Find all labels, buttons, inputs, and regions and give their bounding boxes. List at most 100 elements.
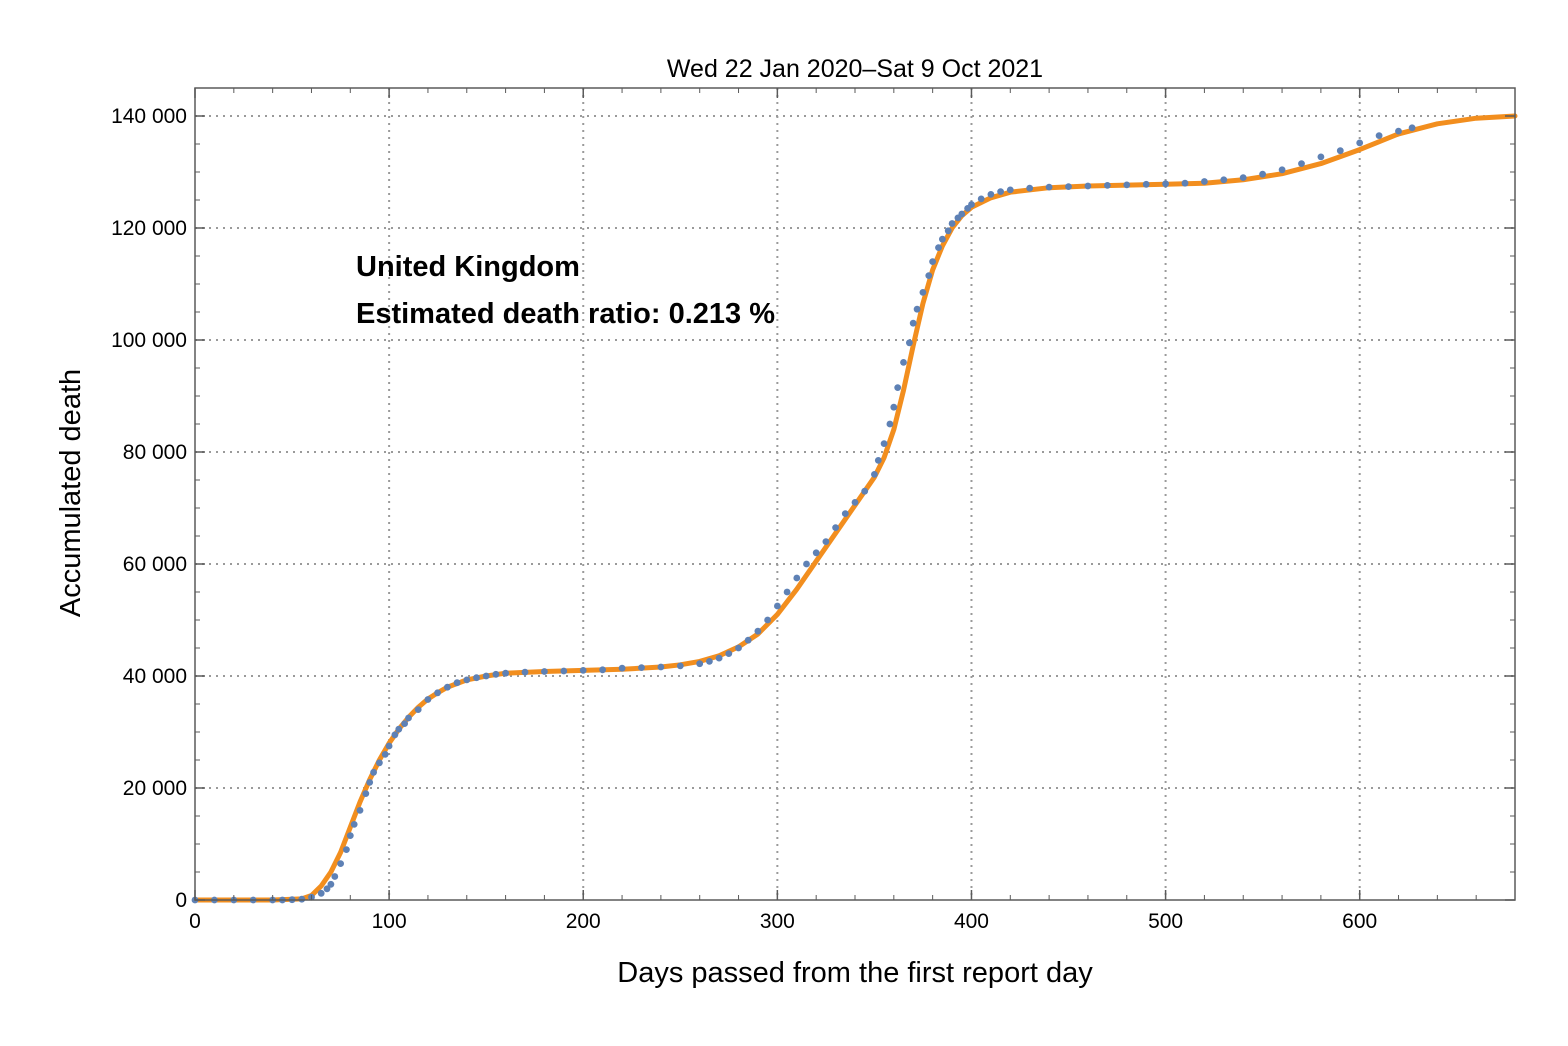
data-point <box>715 654 723 662</box>
data-point <box>1395 127 1402 135</box>
data-point <box>803 560 810 568</box>
data-point <box>935 244 942 252</box>
y-tick-label: 120 000 <box>111 217 187 240</box>
data-point <box>894 384 902 391</box>
data-point <box>725 650 733 657</box>
data-point <box>1181 179 1189 187</box>
data-point <box>337 860 344 867</box>
data-point <box>327 880 335 888</box>
data-point <box>676 662 684 670</box>
data-point <box>366 779 374 786</box>
y-tick-label: 20 000 <box>123 777 187 800</box>
data-point <box>395 725 403 733</box>
annotation-country: United Kingdom <box>356 251 580 283</box>
data-point <box>350 821 358 828</box>
data-point <box>1317 153 1325 161</box>
data-point <box>298 895 306 903</box>
data-point <box>1278 166 1286 174</box>
data-point <box>317 889 325 897</box>
data-point <box>444 683 451 691</box>
data-point <box>958 210 966 218</box>
data-point <box>401 720 408 727</box>
y-tick-label: 100 000 <box>111 329 187 352</box>
data-point <box>1239 174 1247 182</box>
data-point <box>376 759 383 767</box>
data-point <box>414 706 422 713</box>
data-point <box>599 666 606 674</box>
data-point <box>405 714 412 722</box>
plot-series <box>191 113 1518 904</box>
annotation-death-ratio: Estimated death ratio: 0.213 % <box>356 298 775 330</box>
data-point <box>735 644 742 652</box>
data-point <box>744 636 752 644</box>
data-point <box>909 319 917 327</box>
data-point <box>793 574 801 582</box>
x-tick-label: 200 <box>566 910 601 933</box>
data-point <box>948 220 956 227</box>
data-point <box>1084 182 1092 190</box>
data-point <box>1375 132 1383 140</box>
y-tick-label: 140 000 <box>111 105 187 128</box>
data-point <box>482 672 490 680</box>
data-point <box>886 420 894 428</box>
data-point <box>913 305 921 313</box>
data-point <box>1201 178 1208 185</box>
data-point <box>1336 147 1344 155</box>
data-point <box>706 658 713 665</box>
data-point <box>929 258 936 265</box>
data-point <box>381 751 389 758</box>
grid <box>195 88 1515 900</box>
data-point <box>900 359 907 366</box>
data-point <box>370 768 377 776</box>
data-point <box>1006 186 1014 194</box>
chart-title: Wed 22 Jan 2020–Sat 9 Oct 2021 <box>667 55 1043 83</box>
data-point <box>880 440 888 447</box>
data-point <box>1259 170 1266 178</box>
data-point <box>424 696 432 703</box>
data-point <box>754 627 762 635</box>
data-point <box>618 664 626 672</box>
data-point <box>906 339 913 347</box>
data-point <box>323 885 331 893</box>
y-axis-title: Accumulated death <box>55 369 87 617</box>
x-tick-label: 500 <box>1148 910 1183 933</box>
data-point <box>521 668 529 676</box>
y-tick-label: 60 000 <box>123 553 187 576</box>
data-point <box>1123 181 1131 189</box>
data-point <box>391 731 399 739</box>
data-point <box>638 664 645 671</box>
data-point <box>492 670 500 678</box>
data-point <box>434 689 441 697</box>
x-tick-label: 100 <box>372 910 407 933</box>
data-point <box>1026 184 1034 192</box>
data-point <box>851 499 859 506</box>
data-point <box>346 832 354 839</box>
data-point <box>774 602 781 610</box>
data-point <box>874 457 882 464</box>
y-tick-label: 80 000 <box>123 441 187 464</box>
data-point <box>453 679 461 687</box>
data-point <box>939 235 946 243</box>
axis-ticks <box>194 88 1515 901</box>
data-point <box>822 538 830 545</box>
data-point <box>841 510 849 517</box>
data-point <box>502 669 509 677</box>
y-tick-label: 0 <box>175 889 187 912</box>
data-point <box>331 873 339 880</box>
data-point <box>890 403 898 411</box>
data-point <box>343 846 350 853</box>
data-point <box>764 616 771 624</box>
y-tick-label: 40 000 <box>123 665 187 688</box>
data-point <box>861 487 869 495</box>
data-point <box>919 289 927 296</box>
data-point <box>977 195 985 203</box>
x-tick-label: 300 <box>760 910 795 933</box>
x-axis-title: Days passed from the first report day <box>617 957 1093 989</box>
data-point <box>560 667 568 675</box>
data-point <box>832 524 839 531</box>
x-tick-label: 400 <box>954 910 989 933</box>
data-point <box>1104 182 1111 189</box>
data-point <box>925 272 933 279</box>
data-point <box>783 588 791 596</box>
